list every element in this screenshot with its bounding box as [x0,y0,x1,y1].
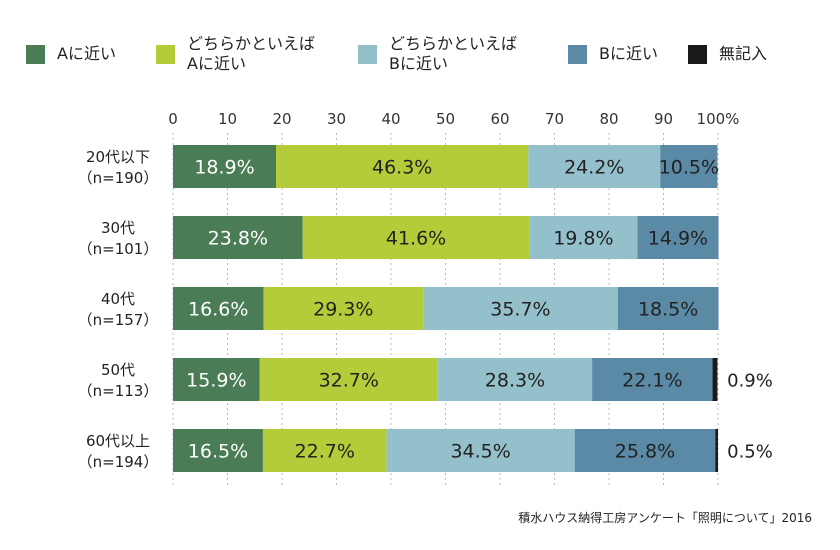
category-sample-size: （n=190） [78,169,159,187]
data-label: 23.8% [208,228,268,250]
data-label: 16.5% [188,441,248,463]
bar-segment [262,429,387,472]
x-tick-label: 0 [168,110,178,128]
bar-segment [529,216,638,259]
data-label: 10.5% [659,157,719,179]
data-label: 41.6% [386,228,446,250]
category-label: 40代 [101,290,135,308]
bar-segment [637,216,719,259]
bar-segment [173,358,260,401]
legend-item-a-close: Aに近い [26,44,116,64]
legend-swatch-rather-a [156,44,175,64]
data-label: 18.5% [638,299,698,321]
bar-segment [263,287,424,330]
x-tick-label: 40 [381,110,400,128]
bar-segment [386,429,575,472]
data-label: 32.7% [319,370,379,392]
data-label: 24.2% [564,157,624,179]
bar-segment [528,145,661,188]
category-label: 50代 [101,361,135,379]
bar-segment [423,287,618,330]
bar-segment [660,145,718,188]
bar-segment [715,429,718,472]
legend-label-b-close: Bに近い [599,44,658,63]
bar-segment [712,358,718,401]
x-tick-label: 100% [697,110,740,128]
legend-item-no-answer: 無記入 [688,44,767,64]
legend-item-b-close: Bに近い [568,44,658,64]
data-label: 19.8% [553,228,613,250]
source-note: 積水ハウス納得工房アンケート「照明について」2016 [518,511,812,525]
bar-segment [437,358,593,401]
data-label: 46.3% [372,157,432,179]
data-label: 28.3% [485,370,545,392]
legend-item-rather-a: どちらかといえば Aに近い [156,34,315,74]
legend-label-rather-b: どちらかといえば Bに近い [389,34,518,73]
legend-label-a-close: Aに近い [57,44,116,63]
bar-segment [259,358,438,401]
legend-swatch-rather-b [358,44,377,64]
bar-segment [302,216,530,259]
bar-segment [617,287,719,330]
legend-swatch-a-close [26,44,45,64]
data-label: 35.7% [490,299,550,321]
x-tick-label: 50 [436,110,455,128]
data-label: 18.9% [194,157,254,179]
bar-segment [173,287,264,330]
bar-segment [592,358,713,401]
data-label: 22.1% [622,370,682,392]
data-label: 29.3% [313,299,373,321]
data-label: 0.5% [727,442,773,463]
data-label: 14.9% [648,228,708,250]
category-sample-size: （n=194） [78,453,159,471]
legend-swatch-no-answer [688,44,707,64]
data-label: 25.8% [615,441,675,463]
category-label: 60代以上 [86,432,150,450]
legend-item-rather-b: どちらかといえば Bに近い [358,34,517,74]
bar-segment [173,216,303,259]
data-label: 34.5% [450,441,510,463]
x-tick-label: 60 [490,110,509,128]
bar-segment [173,429,263,472]
category-sample-size: （n=113） [78,382,159,400]
x-tick-label: 90 [654,110,673,128]
data-label: 0.9% [727,371,773,392]
bar-segment [574,429,716,472]
legend-swatch-b-close [568,44,587,64]
x-tick-label: 10 [218,110,237,128]
x-tick-label: 30 [327,110,346,128]
category-sample-size: （n=101） [78,240,159,258]
legend-label-rather-a: どちらかといえば Aに近い [187,34,316,73]
x-tick-label: 20 [272,110,291,128]
legend-label-no-answer: 無記入 [719,44,768,63]
legend: Aに近い どちらかといえば Aに近い どちらかといえば Bに近い Bに近い 無記… [0,34,840,84]
bar-segment [173,145,277,188]
x-tick-label: 70 [545,110,564,128]
category-sample-size: （n=157） [78,311,159,329]
data-label: 15.9% [186,370,246,392]
category-label: 20代以下 [86,148,150,166]
x-tick-label: 80 [599,110,618,128]
bar-segment [276,145,529,188]
category-label: 30代 [101,219,135,237]
data-label: 16.6% [188,299,248,321]
data-label: 22.7% [295,441,355,463]
